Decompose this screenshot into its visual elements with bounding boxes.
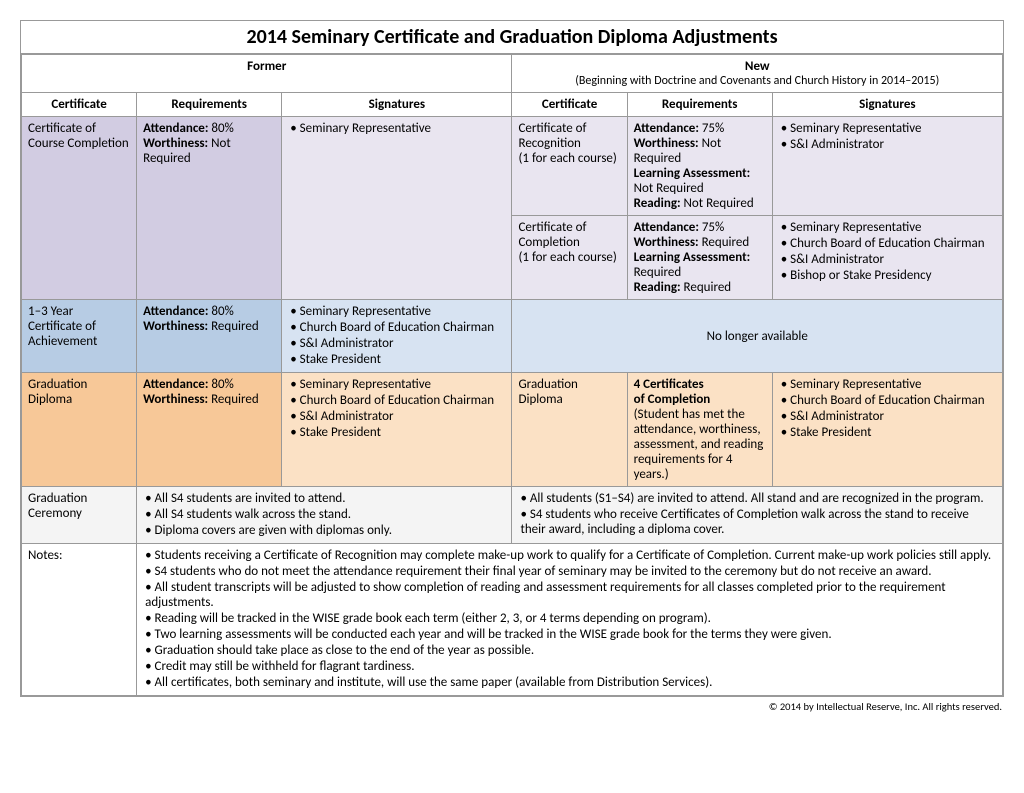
col-sig-new: Signatures xyxy=(772,93,1002,117)
cell-req-new-dip: 4 Certificates of Completion (Student ha… xyxy=(627,373,772,487)
document-table: 2014 Seminary Certificate and Graduation… xyxy=(20,20,1004,697)
cell-cert-new-recog: Certificate of Recognition (1 for each c… xyxy=(512,117,627,216)
cell-cert-former-ach: 1–3 Year Certificate of Achievement xyxy=(22,300,137,373)
cell-ceremony-new: All students (S1–S4) are invited to atte… xyxy=(512,487,1003,544)
new-header: New (Beginning with Doctrine and Covenan… xyxy=(512,55,1003,93)
cell-sig-new-dip: Seminary Representative Church Board of … xyxy=(772,373,1002,487)
cell-ceremony-former: All S4 students are invited to attend. A… xyxy=(137,487,512,544)
cell-sig-former-ach: Seminary Representative Church Board of … xyxy=(282,300,512,373)
cell-req-former-ach: Attendance: 80% Worthiness: Required xyxy=(137,300,282,373)
cell-cert-new-compl: Certificate of Completion (1 for each co… xyxy=(512,216,627,300)
cell-ach-nolonger: No longer available xyxy=(512,300,1003,373)
cell-req-former-dip: Attendance: 80% Worthiness: Required xyxy=(137,373,282,487)
col-req-new: Requirements xyxy=(627,93,772,117)
cell-cert-former-dip: Graduation Diploma xyxy=(22,373,137,487)
cell-req-former-cc: Attendance: 80% Worthiness: Not Required xyxy=(137,117,282,300)
cell-sig-new-compl: Seminary Representative Church Board of … xyxy=(772,216,1002,300)
footer-copyright: © 2014 by Intellectual Reserve, Inc. All… xyxy=(20,697,1004,713)
cell-req-new-compl: Attendance: 75% Worthiness: Required Lea… xyxy=(627,216,772,300)
cell-sig-new-recog: Seminary Representative S&I Administrato… xyxy=(772,117,1002,216)
col-cert-new: Certificate xyxy=(512,93,627,117)
cell-ceremony-label: Graduation Ceremony xyxy=(22,487,137,544)
cell-req-new-recog: Attendance: 75% Worthiness: Not Required… xyxy=(627,117,772,216)
cell-notes-label: Notes: xyxy=(22,544,137,696)
cell-sig-former-dip: Seminary Representative Church Board of … xyxy=(282,373,512,487)
cell-notes-body: Students receiving a Certificate of Reco… xyxy=(137,544,1003,696)
col-cert-former: Certificate xyxy=(22,93,137,117)
col-req-former: Requirements xyxy=(137,93,282,117)
cell-cert-new-dip: Graduation Diploma xyxy=(512,373,627,487)
main-table: Former New (Beginning with Doctrine and … xyxy=(21,54,1003,696)
page-title: 2014 Seminary Certificate and Graduation… xyxy=(21,21,1003,54)
col-sig-former: Signatures xyxy=(282,93,512,117)
cell-sig-former-cc: Seminary Representative xyxy=(282,117,512,300)
former-header: Former xyxy=(22,55,512,93)
cell-cert-former-cc: Certificate of Course Completion xyxy=(22,117,137,300)
